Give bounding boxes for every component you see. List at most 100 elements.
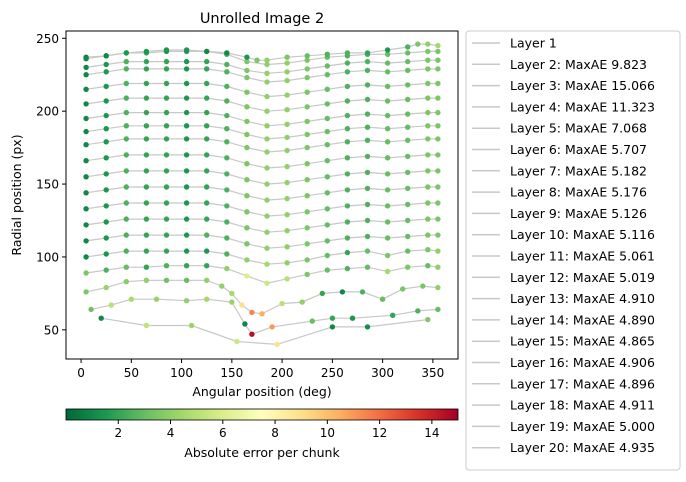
colorbar-tick-label: 12 — [372, 426, 387, 440]
data-point — [224, 112, 230, 119]
data-point — [264, 165, 270, 171]
legend-label: Layer 9: MaxAE 5.126 — [510, 206, 647, 221]
data-point — [103, 187, 109, 193]
data-point — [103, 83, 109, 90]
data-point — [264, 261, 270, 267]
data-point — [384, 83, 391, 90]
colorbar-label: Absolute error per chunk — [184, 445, 340, 460]
series-layer-20 — [83, 41, 441, 63]
data-point — [384, 219, 391, 225]
data-point — [153, 296, 160, 302]
data-point — [405, 124, 411, 130]
data-point — [204, 152, 210, 158]
data-point — [224, 50, 230, 56]
data-point — [103, 284, 109, 291]
data-point — [163, 232, 170, 238]
data-point — [309, 318, 315, 324]
data-point — [405, 169, 411, 176]
x-axis-label: Angular position (deg) — [192, 384, 331, 399]
x-tick-label: 300 — [371, 366, 394, 380]
colorbar-tick-label: 6 — [219, 426, 227, 440]
legend-label: Layer 14: MaxAE 4.890 — [510, 312, 655, 327]
data-point — [435, 200, 441, 206]
colorbar-tick-label: 2 — [114, 426, 122, 440]
data-point — [264, 213, 270, 219]
data-point — [224, 126, 230, 132]
legend-entry: Layer 2: MaxAE 9.823 — [472, 57, 647, 72]
data-point — [420, 283, 426, 289]
data-point — [319, 290, 325, 297]
data-point — [384, 171, 391, 177]
legend-entry: Layer 9: MaxAE 5.126 — [472, 206, 647, 221]
data-point — [435, 80, 441, 87]
data-point — [244, 209, 250, 215]
data-point — [344, 249, 351, 256]
series-line — [86, 43, 438, 61]
x-tick-label: 0 — [77, 366, 85, 380]
data-point — [405, 44, 411, 50]
legend-frame — [465, 30, 681, 471]
data-point — [284, 69, 290, 75]
series-layer-10 — [83, 168, 441, 187]
series-layer-4 — [83, 263, 441, 286]
colorbar-gradient — [65, 408, 459, 421]
data-point — [224, 139, 230, 145]
data-point — [344, 171, 351, 177]
data-point — [224, 171, 230, 177]
legend-entry: Layer 13: MaxAE 4.910 — [472, 291, 655, 306]
data-point — [405, 58, 411, 65]
data-point — [415, 308, 421, 314]
data-point — [103, 126, 109, 132]
data-point — [83, 86, 89, 93]
series-layer-2 — [88, 296, 441, 337]
data-point — [324, 115, 330, 122]
data-point — [123, 168, 129, 174]
legend-entry: Layer 14: MaxAE 4.890 — [472, 312, 655, 327]
data-point — [344, 265, 351, 272]
data-point — [384, 203, 391, 209]
data-point — [229, 299, 235, 305]
data-point — [163, 200, 170, 206]
data-point — [324, 128, 330, 135]
y-tick-label: 100 — [36, 250, 59, 264]
data-point — [83, 142, 89, 148]
data-point — [83, 128, 89, 135]
data-point — [425, 216, 431, 222]
data-point — [264, 136, 270, 142]
legend-entry: Layer 19: MaxAE 5.000 — [472, 419, 655, 434]
data-point — [123, 66, 129, 72]
data-point — [405, 67, 411, 74]
data-point — [259, 311, 265, 317]
data-point — [143, 264, 150, 270]
data-point — [284, 92, 290, 98]
legend-entry: Layer 4: MaxAE 11.323 — [472, 99, 655, 114]
data-point — [264, 61, 270, 68]
colorbar-tick-label: 8 — [271, 426, 279, 440]
data-point — [364, 217, 371, 224]
y-axis-label: Radial position (px) — [9, 134, 24, 255]
data-point — [435, 306, 441, 313]
data-point — [163, 66, 170, 72]
data-point — [163, 136, 170, 142]
series-layer-3 — [83, 277, 441, 317]
data-point — [435, 216, 441, 222]
colorbar: 2 4 6 8 10 12 14 Absolute error per chunk — [65, 408, 459, 460]
data-point — [364, 82, 371, 88]
data-point — [143, 136, 150, 142]
y-tick-label: 250 — [36, 32, 59, 46]
data-point — [204, 66, 210, 72]
data-point — [384, 252, 391, 259]
data-point — [244, 144, 250, 151]
data-point — [143, 322, 150, 329]
legend-label: Layer 16: MaxAE 4.906 — [510, 355, 655, 370]
series-layer-16 — [83, 80, 441, 100]
data-point — [204, 58, 210, 65]
data-point — [83, 72, 89, 78]
data-point — [143, 184, 150, 190]
data-point — [304, 209, 310, 215]
legend-label: Layer 11: MaxAE 5.061 — [510, 249, 655, 264]
data-point — [284, 77, 290, 84]
data-point — [425, 247, 431, 253]
data-point — [183, 66, 190, 72]
legend-entry: Layer 11: MaxAE 5.061 — [472, 249, 655, 264]
